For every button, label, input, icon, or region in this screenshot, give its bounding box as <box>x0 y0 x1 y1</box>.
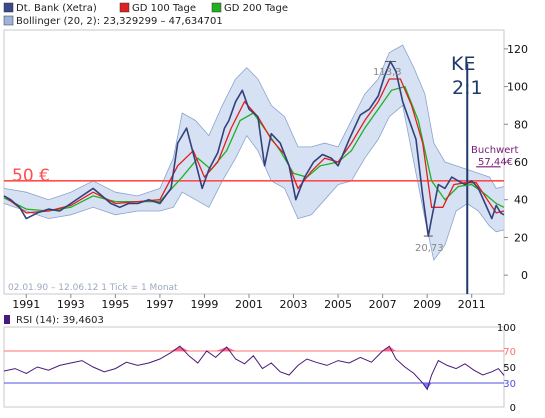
y-tick-label: 0 <box>521 269 528 282</box>
x-tick-label: 1995 <box>101 298 129 311</box>
gd200-line <box>3 85 505 212</box>
legend-swatch-gd100 <box>119 2 130 13</box>
rsi-legend-swatch <box>4 315 10 324</box>
legend-swatch-price <box>3 2 14 13</box>
legend-label-gd100: GD 100 Tage <box>132 3 196 14</box>
legend-label-bollinger: Bollinger (20, 2): 23,329299 – 47,634701 <box>16 16 223 27</box>
legend-swatch-gd200 <box>211 2 222 13</box>
price-y-axis: 0 20 40 60 80 100 120 <box>504 43 528 282</box>
legend-label-price: Dt. Bank (Xetra) <box>16 3 97 14</box>
rsi-label: RSI (14): 39,4603 <box>16 315 104 326</box>
rsi-y-axis: 100 70 50 30 0 <box>497 323 516 414</box>
x-tick-label: 2005 <box>324 298 352 311</box>
x-tick-label: 1991 <box>12 298 40 311</box>
bollinger-lower-line <box>3 104 505 262</box>
low-label: 20,73 <box>415 243 444 254</box>
rsi-y-tick-label: 30 <box>503 379 516 390</box>
rsi-plot <box>3 345 505 391</box>
x-tick-label: 1997 <box>146 298 174 311</box>
info-text: 02.01.90 – 12.06.12 1 Tick = 1 Monat <box>8 283 178 293</box>
y-tick-label: 80 <box>514 118 528 131</box>
buchwert-label: Buchwert <box>471 145 518 156</box>
gd100-line <box>3 78 505 214</box>
ke-label-line2: 2:1 <box>452 77 483 99</box>
legend-label-gd200: GD 200 Tage <box>224 3 288 14</box>
price-plot <box>3 44 505 294</box>
rsi-line <box>3 345 505 391</box>
rsi-overbought-area <box>4 346 504 351</box>
rsi-y-tick-label: 70 <box>503 347 516 358</box>
y-tick-label: 100 <box>507 81 528 94</box>
y-tick-label: 40 <box>514 194 528 207</box>
x-tick-label: 1993 <box>57 298 85 311</box>
x-tick-label: 2009 <box>413 298 441 311</box>
x-tick-label: 2001 <box>235 298 263 311</box>
x-tick-label: 2007 <box>369 298 397 311</box>
ke-label-line1: KE <box>451 53 475 75</box>
x-tick-label: 2003 <box>280 298 308 311</box>
x-axis: 1991 1993 1995 1997 1999 2001 2003 2005 2007 2009… <box>12 294 486 311</box>
bollinger-band-area <box>4 45 504 261</box>
x-tick-label: 1999 <box>190 298 218 311</box>
y-tick-label: 20 <box>514 231 528 244</box>
y-tick-label: 60 <box>514 156 528 169</box>
rsi-y-tick-label: 0 <box>510 403 516 414</box>
rsi-y-tick-label: 100 <box>497 323 516 334</box>
bollinger-upper-line <box>3 44 505 201</box>
high-label: 113,3 <box>373 67 402 78</box>
buchwert-value: 57,44€ <box>478 157 513 168</box>
x-tick-label: 2011 <box>458 298 486 311</box>
level-50-label: 50 € <box>12 166 50 186</box>
legend-swatch-bollinger <box>3 15 14 26</box>
legend: Dt. Bank (Xetra) GD 100 Tage GD 200 Tage… <box>3 2 288 27</box>
rsi-plot-frame <box>3 326 505 408</box>
price-line <box>3 60 505 237</box>
rsi-y-tick-label: 50 <box>503 363 516 374</box>
y-tick-label: 120 <box>507 43 528 56</box>
